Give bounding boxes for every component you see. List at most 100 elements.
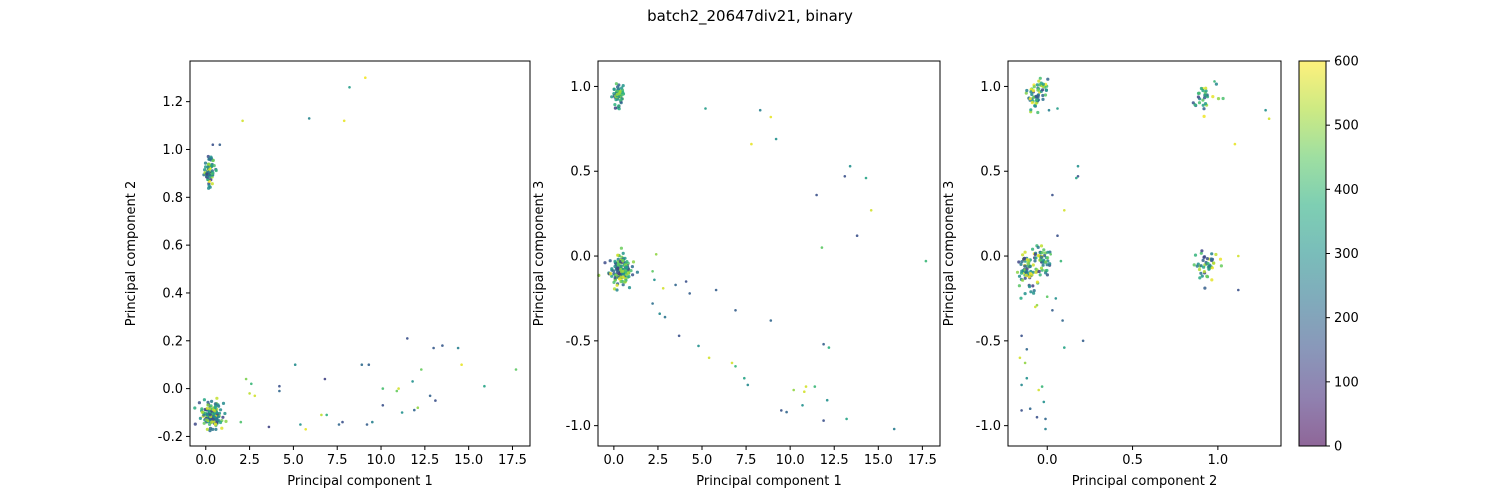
cluster-point bbox=[224, 419, 228, 423]
data-point bbox=[1035, 303, 1039, 307]
cluster-point bbox=[1205, 257, 1209, 261]
cluster-point bbox=[1034, 94, 1038, 98]
data-point bbox=[1028, 407, 1032, 411]
data-point bbox=[299, 423, 302, 426]
data-point bbox=[651, 302, 654, 305]
cluster-point bbox=[200, 407, 204, 411]
cluster-point bbox=[1197, 267, 1202, 272]
y-tick-label: -0.2 bbox=[158, 430, 183, 445]
data-point bbox=[278, 384, 281, 388]
x-tick-label: 2.5 bbox=[648, 453, 669, 468]
data-point bbox=[420, 368, 423, 371]
data-point bbox=[413, 408, 416, 412]
cluster-point bbox=[1038, 273, 1042, 277]
cluster-point bbox=[635, 270, 640, 274]
data-point bbox=[320, 413, 323, 417]
cluster-point bbox=[618, 267, 623, 272]
x-tick-label: 0.5 bbox=[1122, 453, 1143, 468]
cluster-point bbox=[198, 416, 202, 420]
cluster-point bbox=[210, 420, 214, 424]
cluster-point bbox=[1046, 77, 1050, 81]
cluster-point bbox=[613, 106, 618, 110]
y-tick-label: 1.0 bbox=[570, 80, 591, 95]
colorbar-tick-label: 500 bbox=[1334, 119, 1359, 134]
cluster-point bbox=[1199, 264, 1203, 268]
data-point bbox=[434, 399, 437, 402]
cluster-point bbox=[630, 265, 635, 269]
cluster-point bbox=[1207, 267, 1211, 271]
cluster-point bbox=[1032, 95, 1036, 99]
data-points bbox=[597, 82, 928, 431]
cluster-point bbox=[1026, 261, 1030, 265]
cluster-point bbox=[1034, 256, 1038, 260]
x-tick-label: 5.0 bbox=[283, 453, 304, 468]
cluster-point bbox=[202, 398, 206, 402]
cluster-point bbox=[1201, 88, 1205, 93]
cluster-point bbox=[1027, 258, 1031, 263]
data-points bbox=[1015, 76, 1271, 431]
cluster-point bbox=[631, 273, 635, 277]
cluster-point bbox=[206, 400, 210, 404]
cluster-point bbox=[1040, 255, 1044, 259]
y-tick-label: 0.5 bbox=[980, 165, 1001, 180]
cluster-point bbox=[621, 269, 625, 273]
cluster-point bbox=[208, 422, 212, 426]
colorbar-tick-label: 400 bbox=[1334, 183, 1359, 198]
cluster-point bbox=[1199, 271, 1203, 275]
cluster-point bbox=[212, 164, 216, 168]
cluster-point bbox=[1045, 268, 1049, 273]
x-tick-label: 0.0 bbox=[195, 453, 216, 468]
x-tick-label: 17.5 bbox=[908, 453, 937, 468]
data-point bbox=[411, 380, 414, 383]
data-point bbox=[892, 427, 896, 431]
y-tick-label: 0.4 bbox=[162, 286, 183, 301]
cluster-point bbox=[211, 417, 215, 421]
cluster-point bbox=[1033, 259, 1037, 263]
data-point bbox=[1237, 254, 1240, 258]
data-point bbox=[441, 344, 444, 347]
cluster-point bbox=[1048, 262, 1052, 266]
data-point bbox=[822, 419, 825, 422]
cluster-point bbox=[627, 275, 631, 279]
cluster-point bbox=[1212, 261, 1216, 265]
cluster-point bbox=[1196, 95, 1200, 99]
cluster-point bbox=[1029, 90, 1033, 94]
cluster-point bbox=[618, 98, 623, 102]
data-point bbox=[253, 394, 257, 398]
figure-title: batch2_20647div21, binary bbox=[647, 7, 853, 26]
cluster-point bbox=[1044, 88, 1048, 92]
cluster-point bbox=[1202, 114, 1206, 118]
x-axis-label: Principal component 2 bbox=[1072, 474, 1217, 489]
cluster-point bbox=[1038, 76, 1042, 80]
cluster-point bbox=[1042, 254, 1047, 258]
cluster-point bbox=[617, 104, 621, 108]
cluster-point bbox=[1031, 270, 1035, 274]
data-point bbox=[342, 119, 346, 123]
cluster-point bbox=[1202, 255, 1206, 259]
cluster-point bbox=[1023, 250, 1027, 254]
cluster-point bbox=[209, 155, 213, 159]
cluster-point bbox=[617, 92, 621, 96]
data-point bbox=[1233, 142, 1237, 146]
data-point bbox=[397, 387, 400, 390]
data-point bbox=[804, 385, 808, 388]
y-tick-label: 0.0 bbox=[570, 250, 591, 265]
data-point bbox=[843, 175, 847, 178]
cluster-point bbox=[620, 258, 625, 262]
data-point bbox=[1025, 376, 1029, 380]
y-tick-label: -0.5 bbox=[976, 334, 1001, 349]
x-tick-label: 5.0 bbox=[692, 453, 713, 468]
data-point bbox=[688, 292, 691, 295]
cluster-point bbox=[1219, 264, 1223, 268]
cluster-point bbox=[1031, 89, 1036, 93]
data-point bbox=[661, 287, 665, 290]
cluster-point bbox=[213, 422, 217, 426]
data-point bbox=[855, 234, 859, 237]
cluster-point bbox=[205, 172, 209, 176]
cluster-point bbox=[1202, 107, 1206, 111]
cluster-point bbox=[619, 280, 623, 284]
x-axis-label: Principal component 1 bbox=[287, 474, 432, 489]
data-point bbox=[924, 259, 928, 263]
cluster-point bbox=[631, 260, 636, 264]
data-point bbox=[774, 137, 778, 141]
